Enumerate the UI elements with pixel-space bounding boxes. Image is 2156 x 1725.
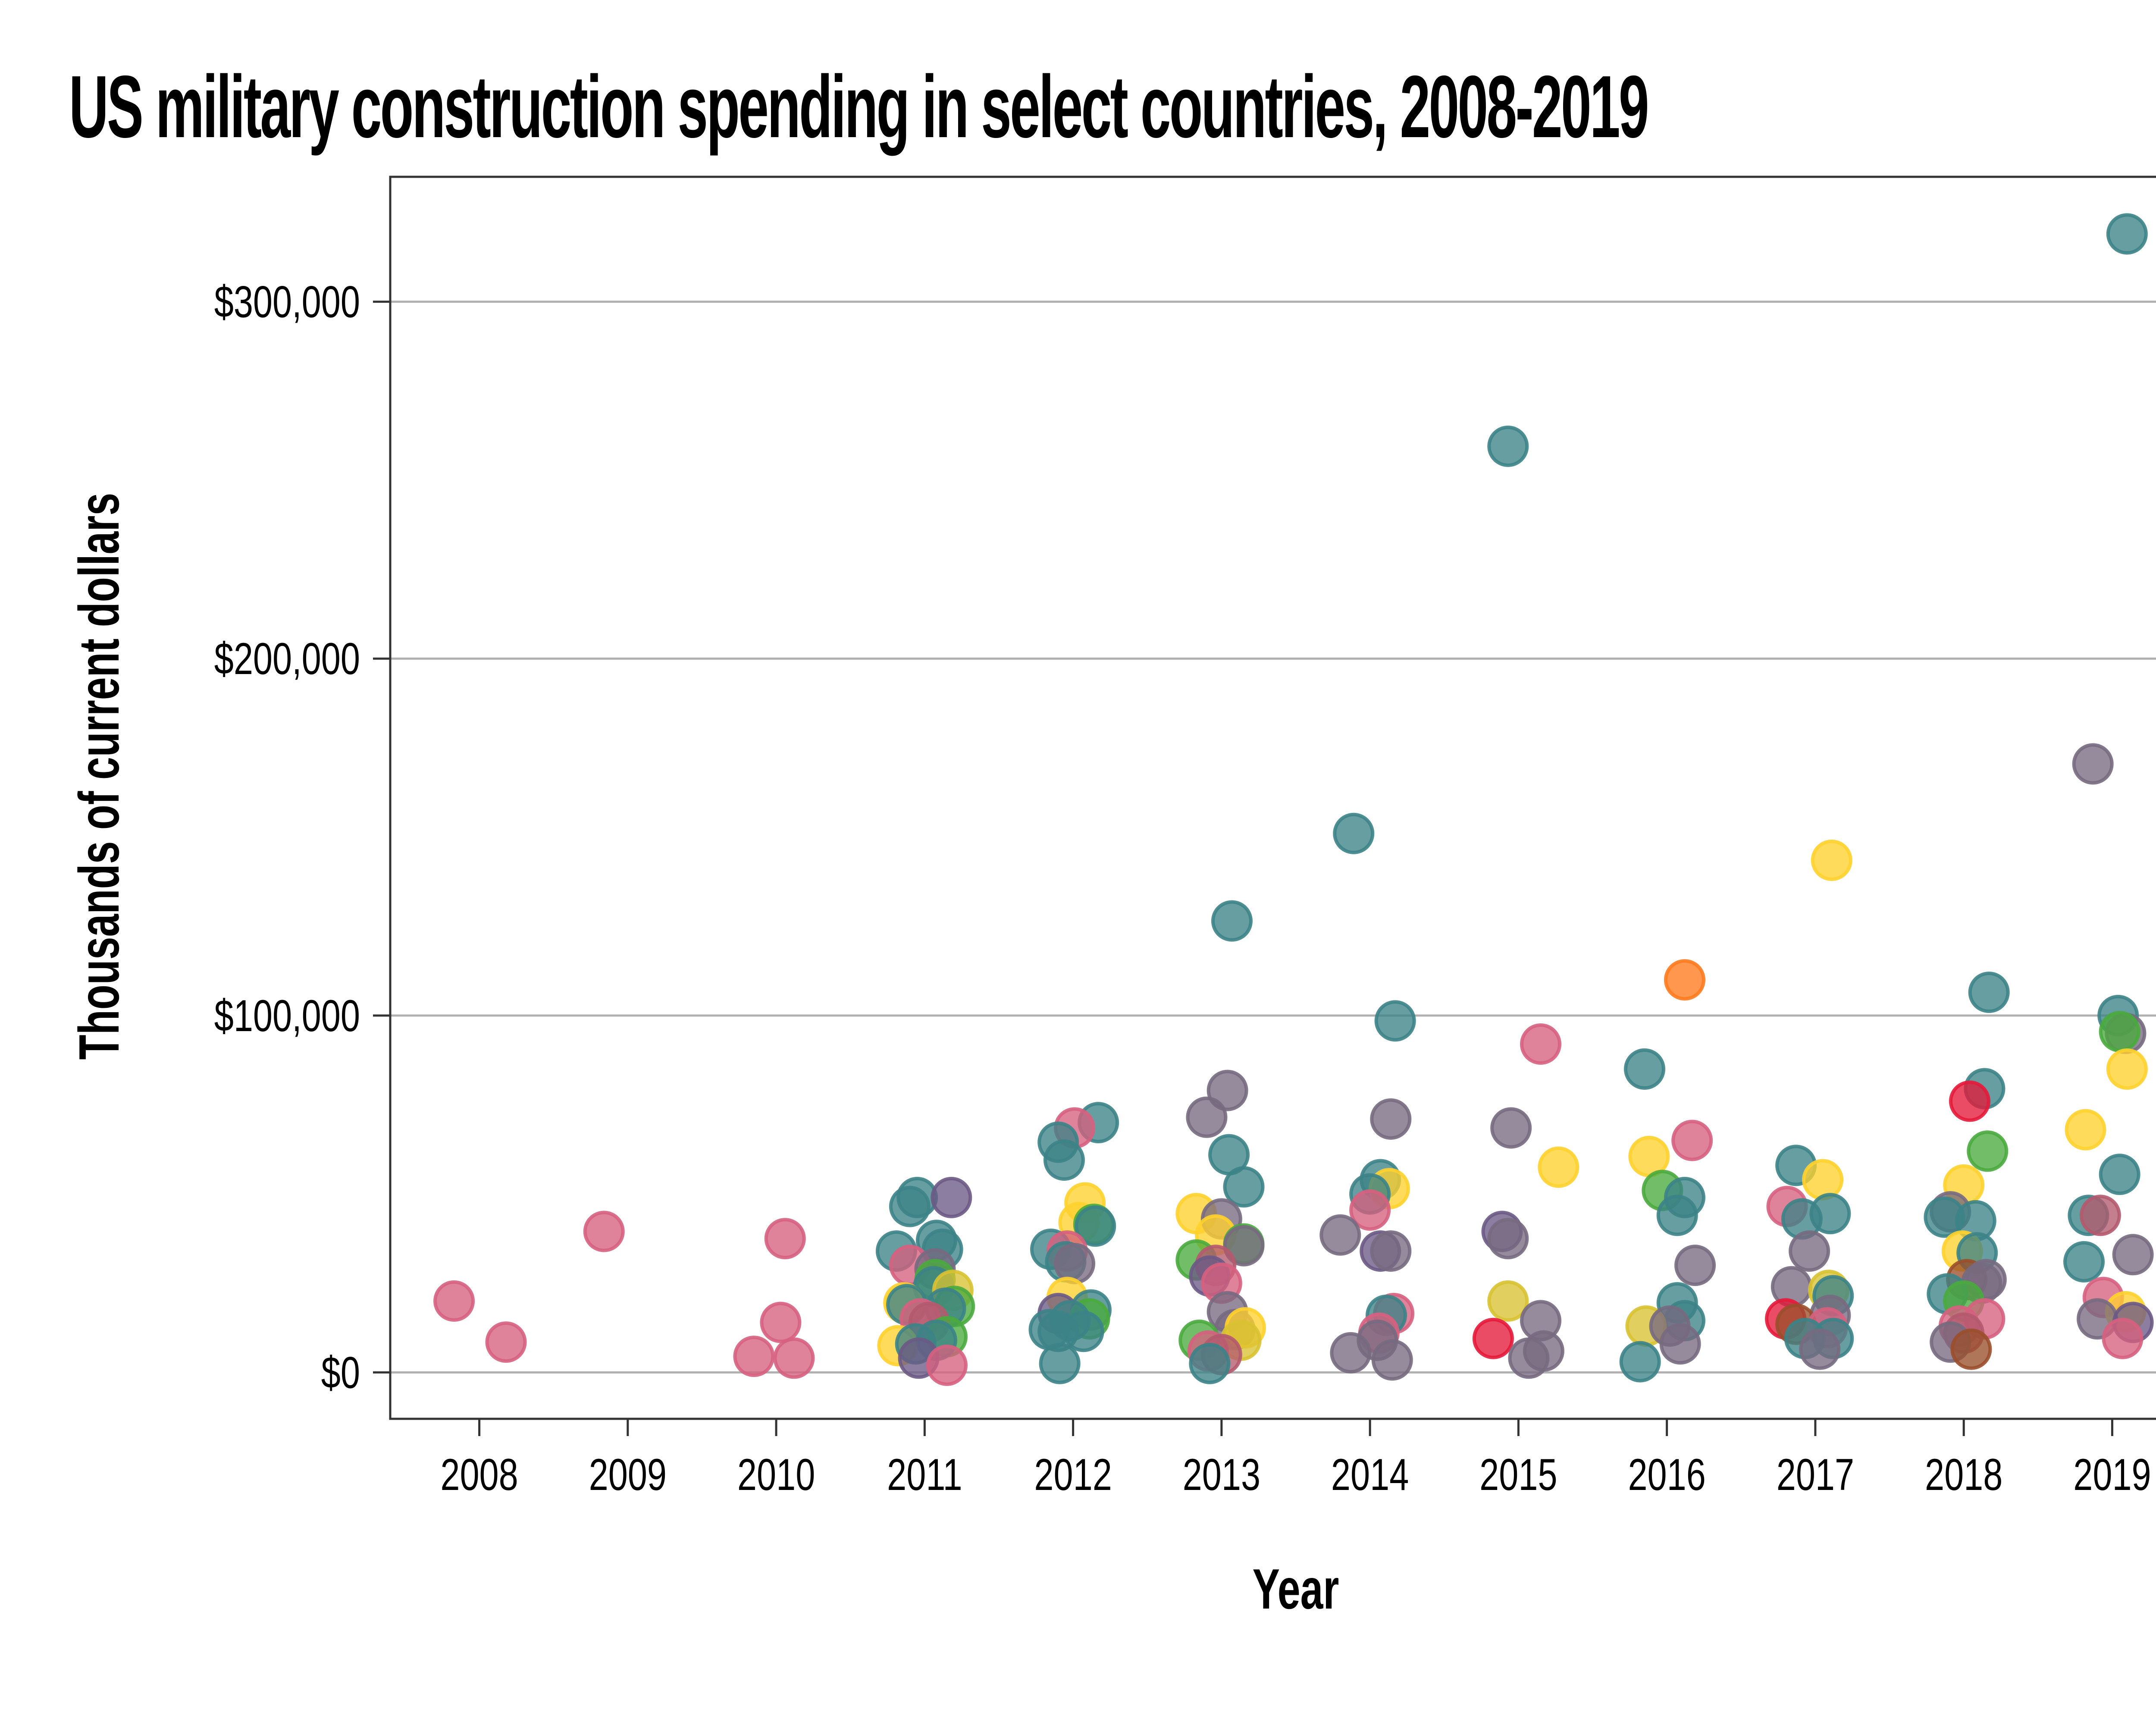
data-point-japan: [1319, 1214, 1361, 1256]
data-point-south-korea: [1538, 1146, 1579, 1188]
x-tick-label: 2019: [2073, 1449, 2151, 1499]
data-point-south-korea: [2065, 1109, 2106, 1151]
data-point-japan: [1370, 1230, 1412, 1272]
data-point-germany: [1968, 972, 2010, 1013]
data-point-germany: [1619, 1341, 1661, 1383]
data-point-united-kingdom: [773, 1337, 815, 1379]
data-point-united-kingdom: [1520, 1023, 1562, 1065]
x-tick-label: 2016: [1628, 1449, 1705, 1499]
data-point-turkey: [1950, 1328, 1992, 1370]
data-point-japan: [1508, 1337, 1550, 1379]
data-point-germany: [1333, 812, 1375, 854]
y-tick-label: $100,000: [214, 991, 360, 1041]
data-point-belgium: [931, 1176, 972, 1218]
x-tick-label: 2011: [887, 1449, 962, 1499]
y-tick-label: $200,000: [214, 634, 360, 684]
data-point-germany: [889, 1186, 931, 1227]
x-tick-label: 2018: [1925, 1449, 2002, 1499]
data-point-australia: [1949, 1080, 1990, 1122]
data-point-japan: [1674, 1245, 1716, 1286]
data-point-united-kingdom: [583, 1211, 625, 1252]
data-point-japan: [1054, 1243, 1096, 1284]
data-point-united-kingdom: [433, 1280, 475, 1322]
data-point-japan: [1370, 1098, 1412, 1140]
x-tick-label: 2013: [1183, 1449, 1260, 1499]
data-point-united-kingdom: [1349, 1189, 1391, 1231]
data-point-japan: [1799, 1328, 1841, 1370]
data-point-united-kingdom: [2102, 1317, 2143, 1359]
data-point-united-kingdom: [764, 1218, 806, 1260]
data-point-germany: [2063, 1241, 2105, 1283]
data-point-japan: [1487, 1218, 1529, 1260]
data-point-germany: [1624, 1048, 1666, 1090]
x-tick-label: 2009: [589, 1449, 667, 1499]
data-point-germany: [1062, 1311, 1104, 1352]
plot-panel: [389, 176, 2156, 1420]
data-point-germany: [1075, 1205, 1116, 1247]
data-points: [433, 213, 2154, 1386]
data-point-japan: [1659, 1323, 1701, 1365]
data-point-germany: [1656, 1195, 1698, 1236]
data-point-japan: [2072, 743, 2114, 785]
data-point-italy: [1967, 1130, 2009, 1172]
data-point-japan: [1789, 1230, 1830, 1272]
data-point-spain: [1487, 1280, 1529, 1322]
data-point-south-korea: [1802, 1159, 1844, 1201]
data-point-germany: [2106, 213, 2148, 255]
data-point-germany: [1374, 1000, 1416, 1042]
y-tick-label: $0: [321, 1348, 360, 1398]
data-point-japan: [2112, 1234, 2154, 1276]
data-point-united-kingdom: [760, 1302, 802, 1343]
data-point-united-kingdom: [926, 1344, 968, 1386]
x-tick-label: 2014: [1331, 1449, 1409, 1499]
data-point-japan: [1490, 1107, 1532, 1149]
data-point-australia: [1472, 1317, 1514, 1359]
data-point-japan: [1330, 1332, 1372, 1374]
y-axis-title: Thousands of current dollars: [68, 493, 131, 1060]
data-point-germany: [1189, 1342, 1231, 1384]
data-point-japan: [1223, 1225, 1265, 1267]
x-tick-label: 2015: [1479, 1449, 1557, 1499]
data-point-germany: [1487, 425, 1529, 467]
x-axis-title: Year: [1253, 1558, 1339, 1621]
data-point-germany: [1039, 1342, 1081, 1384]
chart-title: US military construction spending in sel…: [69, 57, 1649, 156]
data-point-united-kingdom: [485, 1321, 527, 1363]
data-point-poland: [1664, 959, 1705, 1001]
data-point-japan: [1186, 1096, 1228, 1138]
data-point-united-kingdom: [1671, 1120, 1713, 1161]
x-tick-label: 2012: [1034, 1449, 1112, 1499]
data-point-kuwait: [2079, 1195, 2121, 1236]
data-point-japan: [1371, 1339, 1413, 1381]
y-axis: $0 $100,000 $200,000 $300,000: [214, 277, 390, 1398]
data-point-germany: [2099, 1154, 2140, 1195]
data-point-united-kingdom: [733, 1336, 775, 1377]
x-tick-label: 2017: [1777, 1449, 1854, 1499]
data-point-south-korea: [2106, 1048, 2148, 1090]
x-tick-label: 2010: [737, 1449, 815, 1499]
data-point-germany: [1211, 900, 1253, 942]
y-tick-label: $300,000: [214, 277, 360, 327]
data-point-south-korea: [1811, 839, 1852, 881]
data-point-germany: [1043, 1139, 1085, 1181]
x-axis: 2008 2009 2010 2011 2012 2013 2014 2015 2016 2017…: [440, 1419, 2151, 1499]
x-tick-label: 2008: [440, 1449, 518, 1499]
data-point-italy: [2099, 1011, 2140, 1053]
data-point-germany: [1223, 1166, 1265, 1208]
plot-border: [389, 176, 2156, 1420]
